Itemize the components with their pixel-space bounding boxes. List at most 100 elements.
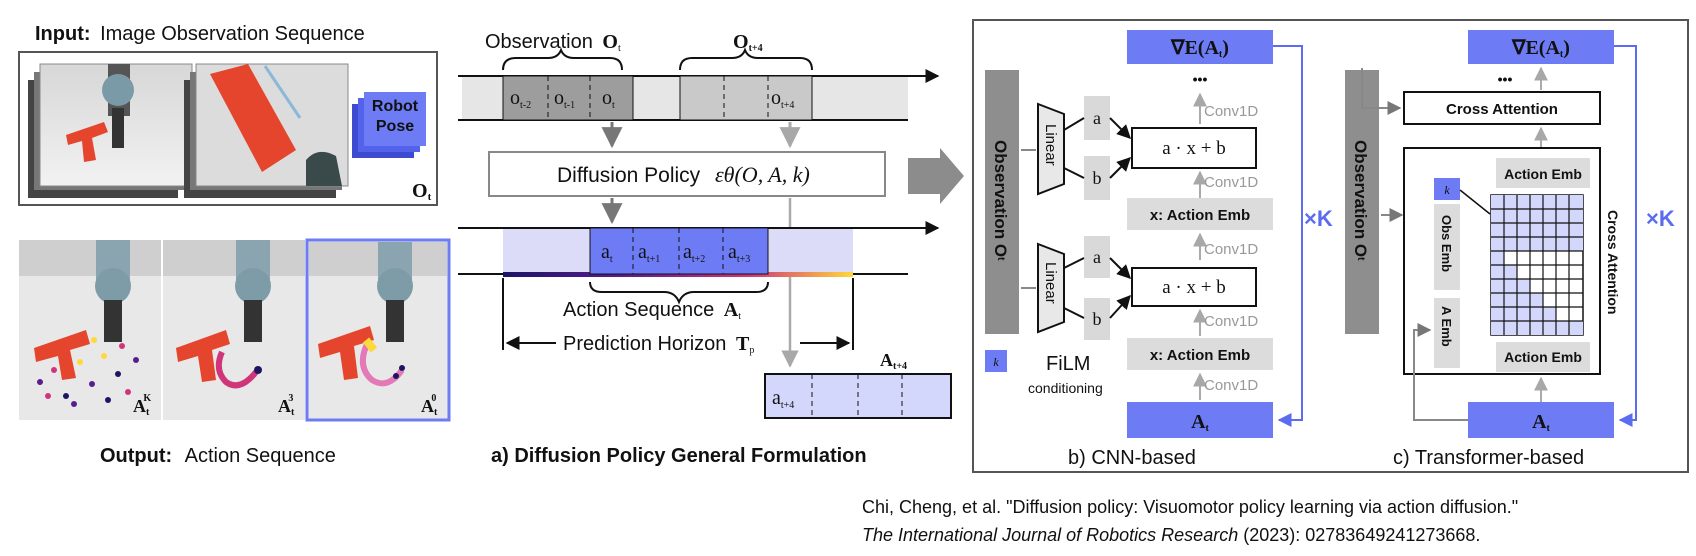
times-k-c: ×K [1646,206,1675,231]
grad-energy-label-c: ∇E(At) [1511,37,1570,60]
conv1d-4: Conv1D [1204,313,1258,330]
action-emb-upper [1127,198,1273,230]
input-section: Input: Image Observation Sequence R [18,23,438,206]
svg-text:a: a [1093,247,1101,267]
k-embed-box-b [985,350,1007,372]
next-action-label: At+4 [880,350,907,372]
at-box-b [1127,402,1273,438]
observation-label: Observation Ot [485,31,621,54]
a-emb-label: A Emb [1439,306,1454,347]
obs-emb-box [1434,204,1460,290]
loop-arrow-c [1614,45,1637,427]
dots-c: ••• [1498,71,1513,87]
svg-text:Action Emb: Action Emb [1504,166,1582,182]
linear-label-lower: Linear [1042,262,1059,304]
svg-text:Action Emb: Action Emb [1504,349,1582,365]
obs-next-window [679,75,813,121]
robot-pose-line2: Pose [376,118,414,135]
film-b-lower [1084,298,1110,340]
obs-emb-label: Obs Emb [1439,215,1454,272]
prediction-horizon-label: Prediction Horizon Tp [563,333,754,356]
panel-c-caption: c) Transformer-based [1393,447,1584,469]
observation-bar-b [985,70,1019,334]
k-glyph-b: k [993,355,999,369]
svg-text:a · x + b: a · x + b [1162,277,1225,298]
obs-cell-t+4: ot+4 [771,87,794,111]
obs-next-label: Ot+4 [733,31,763,54]
cross-attention-vertical: Cross Attention [1605,210,1621,314]
obs-next-brace [679,47,813,71]
grad-energy-label-b: ∇E(At) [1170,37,1229,60]
observation-image-closeup [184,63,349,198]
observation-bar-c [1345,70,1379,334]
panels-bc-frame [972,19,1689,473]
svg-text:x: Action Emb: x: Action Emb [1150,207,1250,224]
k-embed-box-c [1434,178,1460,200]
observation-image-stack [28,63,193,198]
svg-text:Input: Image Observation: Input: Image Observation Sequence [35,23,365,45]
panel-c: ∇E(At) ••• Cross Attention Observation O… [1345,30,1675,469]
panel-a: Observation Ot Ot+4 ot-2 ot-1 ot ot+4 Di… [458,31,964,467]
svg-text:a · x + b: a · x + b [1162,138,1225,159]
output-prefix: Output: [100,445,172,467]
loop-arrow-b [1273,45,1303,427]
at-label-b: At [1191,411,1209,434]
observation-vertical-b: Observation Ot [991,140,1010,261]
film-label: FiLM [1046,353,1090,375]
frame-label-0: At0 [421,393,438,418]
action-emb-lower-c [1496,342,1590,372]
times-k-b: ×K [1304,206,1333,231]
obs-cell-t: ot [602,87,615,111]
obs-cell-t-1: ot-1 [554,87,575,111]
frame-label-3: At3 [278,393,295,418]
at-box-c [1468,402,1614,438]
conv1d-1: Conv1D [1204,103,1258,120]
action-sequence-label: Action Sequence At [563,299,741,322]
citation-line1: Chi, Cheng, et al. "Diffusion policy: Vi… [862,497,1518,517]
film-op-upper [1131,127,1257,169]
conv1d-3: Conv1D [1204,241,1258,258]
svg-text:b: b [1093,168,1102,188]
conditioning-label: conditioning [1028,380,1103,396]
obs-cell-t-2: ot-2 [510,87,531,111]
big-gray-arrow [908,148,964,204]
frame-label-k: AtK [133,393,151,418]
output-frame-0: At0 [305,238,451,422]
svg-text:b: b [1093,309,1102,329]
svg-text:a: a [1093,108,1101,128]
linear-trapezoid-upper [1037,102,1065,196]
obs-symbol: Ot [412,180,432,203]
action-brace [589,281,769,305]
film-b-upper [1084,156,1110,200]
obs-window [502,75,634,121]
linear-trapezoid-lower [1037,242,1065,334]
a-emb-box [1434,298,1460,368]
grad-energy-box-b [1127,30,1273,64]
film-a-lower [1084,236,1110,278]
film-a-upper [1084,96,1110,140]
at-label-c: At [1532,411,1550,434]
next-action-cell: at+4 [772,387,794,411]
grad-energy-box-c [1468,30,1614,64]
input-title: Image Observation Sequence [100,23,365,45]
action-cell-t+3: at+3 [728,241,750,265]
conv1d-5: Conv1D [1204,377,1258,394]
svg-text:x: Action Emb: x: Action Emb [1150,347,1250,364]
output-frame-3: At3 [163,240,305,420]
input-prefix: Input: [35,23,91,45]
action-emb-lower [1127,338,1273,370]
film-op-lower [1131,267,1257,307]
output-section: AtK At3 At0 [19,238,451,467]
panel-b-caption: b) CNN-based [1068,447,1196,469]
k-glyph-c: k [1444,183,1450,197]
cross-attention-box [1403,91,1601,125]
action-cell-t+2: at+2 [683,241,705,265]
diffusion-policy-box [488,151,886,197]
panel-b: ∇E(At) ••• Observation Ot k FiLM conditi… [985,30,1333,469]
output-title: Action Sequence [185,445,336,467]
dots-b: ••• [1193,71,1208,87]
obs-brace [502,47,623,71]
citation-line2: The International Journal of Robotics Re… [862,525,1480,545]
t-block-shape [66,122,108,162]
